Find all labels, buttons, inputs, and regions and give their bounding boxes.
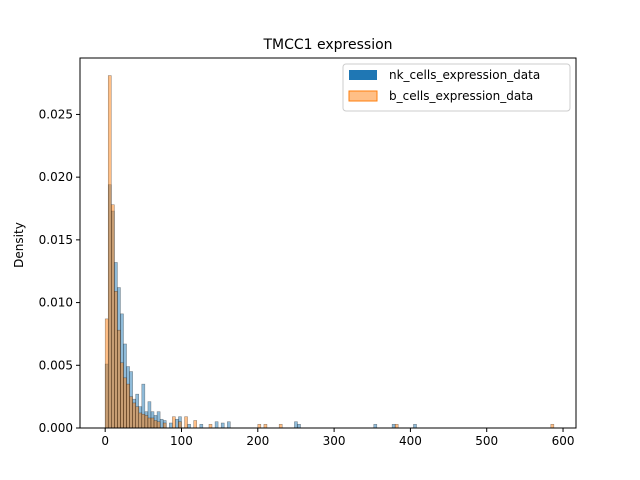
bar xyxy=(169,422,173,429)
legend-box xyxy=(342,63,571,112)
bar xyxy=(394,423,399,429)
bar xyxy=(391,423,396,429)
bar xyxy=(159,418,164,429)
bar xyxy=(227,421,231,429)
bar xyxy=(175,418,179,429)
plot-frame xyxy=(79,57,577,429)
bar xyxy=(373,423,378,429)
legend-label: nk_cells_expression_data xyxy=(389,68,540,82)
bar xyxy=(147,417,152,429)
bar xyxy=(111,204,115,429)
chart-title: TMCC1 expression xyxy=(262,37,392,53)
bar xyxy=(278,423,283,429)
legend-swatch xyxy=(349,70,377,80)
bar xyxy=(220,422,225,429)
x-tick-label: 600 xyxy=(552,434,575,448)
bar xyxy=(208,423,213,429)
bar xyxy=(114,291,118,429)
x-tick-label: 300 xyxy=(323,434,346,448)
bar xyxy=(199,423,204,429)
bar xyxy=(263,423,268,429)
bar xyxy=(162,422,167,429)
y-tick-label: 0.010 xyxy=(39,296,73,310)
bar xyxy=(172,416,176,429)
bar xyxy=(193,420,197,429)
y-tick-label: 0.005 xyxy=(39,358,73,372)
bar xyxy=(138,412,143,429)
y-tick-label: 0.025 xyxy=(39,107,73,121)
bar xyxy=(294,421,298,429)
bar xyxy=(178,421,182,429)
x-tick-label: 0 xyxy=(101,434,109,448)
legend-label: b_cells_expression_data xyxy=(389,89,533,103)
y-tick-label: 0.000 xyxy=(39,421,73,435)
bar xyxy=(120,362,124,429)
bar xyxy=(413,423,417,429)
bar xyxy=(550,423,555,429)
bar xyxy=(132,402,136,429)
legend-swatch xyxy=(348,90,378,102)
x-tick-label: 400 xyxy=(399,434,422,448)
bar xyxy=(214,421,219,429)
bar xyxy=(187,423,191,429)
bar xyxy=(153,420,158,429)
bar xyxy=(141,413,146,429)
bar xyxy=(126,383,130,429)
bar xyxy=(129,396,133,429)
bar xyxy=(144,415,149,429)
bar xyxy=(150,417,155,429)
y-axis: 0.000 0.005 0.010 0.015 0.020 0.025 xyxy=(39,107,80,435)
bar xyxy=(135,406,139,429)
bar xyxy=(117,329,121,429)
y-axis-label: Density xyxy=(12,222,26,268)
x-tick-label: 200 xyxy=(246,434,269,448)
bar xyxy=(104,318,109,429)
bar xyxy=(184,416,188,429)
x-axis: 0 100 200 300 400 500 600 xyxy=(101,428,574,448)
bars-layer xyxy=(104,75,555,429)
bar xyxy=(257,423,262,429)
x-tick-label: 100 xyxy=(170,434,193,448)
bar xyxy=(123,377,127,429)
y-tick-label: 0.020 xyxy=(39,170,73,184)
x-tick-label: 500 xyxy=(475,434,498,448)
y-tick-label: 0.015 xyxy=(39,233,73,247)
bar xyxy=(297,423,301,429)
bar xyxy=(156,421,161,429)
legend: nk_cells_expression_data b_cells_expressi… xyxy=(342,63,571,112)
bar xyxy=(107,75,112,429)
